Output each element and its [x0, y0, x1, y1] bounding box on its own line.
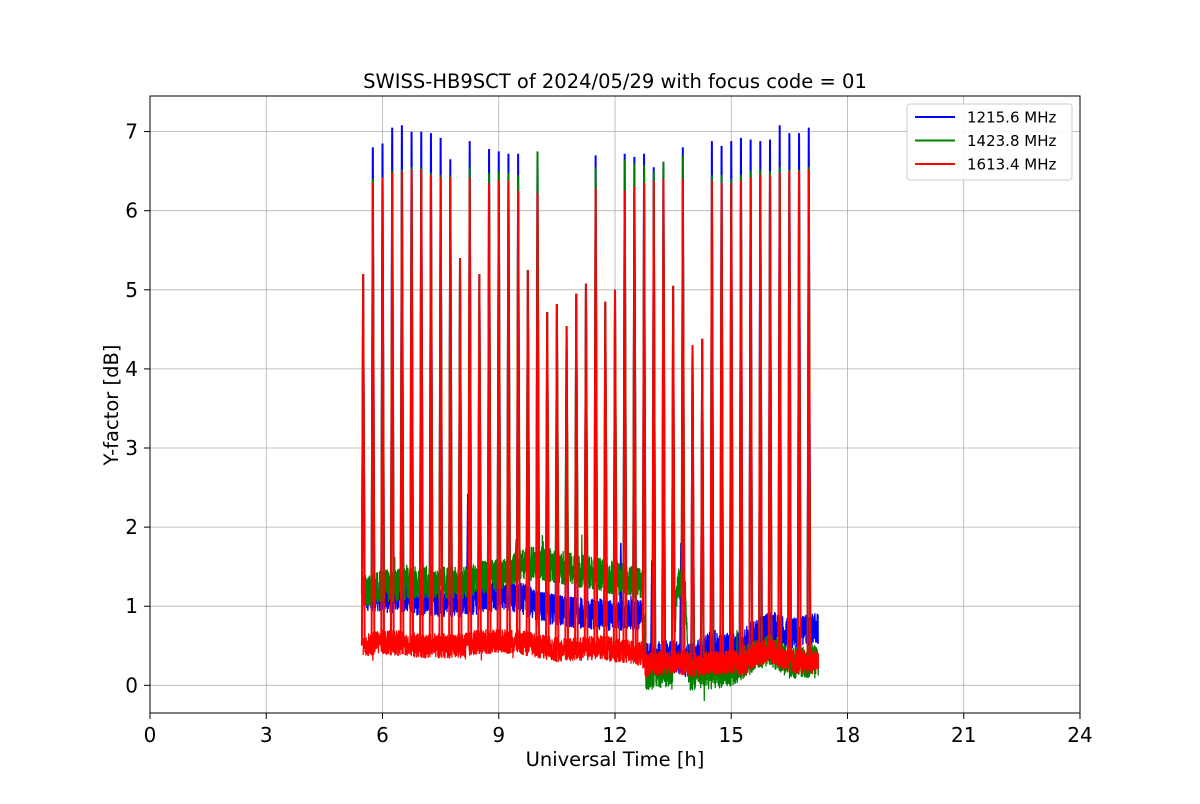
x-tick-label: 24: [1067, 723, 1092, 747]
data-spike: [448, 177, 453, 646]
data-spike: [419, 169, 424, 646]
series-1613_4-MHz: [360, 169, 820, 678]
data-spike: [748, 177, 754, 659]
data-spike: [777, 172, 783, 656]
y-axis-label: Y-factor [dB]: [100, 345, 123, 467]
data-spike: [632, 186, 637, 653]
legend: 1215.6 MHz 1423.8 MHz 1613.4 MHz: [906, 103, 1073, 181]
data-spike: [758, 175, 763, 654]
data-spike: [651, 180, 657, 665]
data-spike: [641, 183, 647, 660]
data-spike: [360, 273, 366, 646]
series-line: [362, 620, 820, 678]
chart-title: SWISS-HB9SCT of 2024/05/29 with focus co…: [363, 70, 867, 93]
data-spike: [467, 177, 473, 644]
data-spike: [535, 193, 540, 646]
data-spike: [389, 172, 395, 643]
x-tick-label: 9: [492, 723, 505, 747]
data-spike: [506, 180, 511, 642]
data-spike: [574, 293, 579, 650]
data-spike: [380, 177, 385, 642]
data-spike: [409, 169, 415, 645]
y-tick-label: 5: [125, 278, 138, 302]
data-spike: [496, 180, 502, 642]
legend-label: 1613.4 MHz: [967, 156, 1056, 174]
y-tick-label: 2: [125, 515, 138, 539]
data-spike: [544, 311, 550, 648]
data-spike: [670, 285, 676, 662]
data-spike: [709, 180, 715, 664]
data-spike: [438, 177, 444, 646]
x-tick-label: 3: [260, 723, 273, 747]
data-spike: [457, 258, 463, 646]
data-spike: [554, 304, 560, 650]
data-spike: [603, 301, 608, 649]
data-spike: [719, 183, 725, 663]
data-spike: [680, 179, 686, 663]
data-spike: [428, 175, 434, 646]
data-spike: [787, 171, 792, 662]
data-spike: [477, 273, 482, 642]
y-tick-label: 0: [125, 673, 138, 697]
x-tick-label: 12: [602, 723, 627, 747]
x-tick-label: 21: [951, 723, 976, 747]
data-spike: [699, 338, 705, 665]
y-tick-label: 1: [125, 594, 138, 618]
data-spike: [370, 183, 376, 644]
data-spike: [593, 188, 599, 648]
y-tick-label: 6: [125, 199, 138, 223]
data-spike: [486, 183, 492, 642]
data-spike: [690, 345, 695, 666]
data-spike: [767, 175, 773, 650]
y-tick-label: 3: [125, 436, 138, 460]
data-spike: [806, 169, 812, 662]
data-spike: [515, 190, 521, 642]
series-layer: [360, 125, 820, 702]
data-spike: [729, 183, 734, 662]
x-tick-label: 18: [835, 723, 860, 747]
y-tick-label: 7: [125, 120, 138, 144]
data-spike: [525, 270, 531, 644]
x-axis-label: Universal Time [h]: [526, 748, 705, 771]
legend-label: 1423.8 MHz: [967, 132, 1056, 150]
data-spike: [622, 190, 628, 652]
y-tick-label: 4: [125, 357, 138, 381]
data-spike: [738, 180, 744, 665]
data-spike: [583, 283, 589, 649]
legend-box: [906, 103, 1073, 181]
data-spike: [564, 326, 570, 650]
x-tick-label: 15: [719, 723, 744, 747]
x-tick-label: 6: [376, 723, 389, 747]
data-spike: [612, 289, 618, 650]
data-spike: [796, 171, 802, 662]
legend-label: 1215.6 MHz: [967, 109, 1056, 127]
data-spike: [399, 171, 405, 644]
x-tick-label: 0: [144, 723, 157, 747]
data-spike: [661, 179, 666, 663]
